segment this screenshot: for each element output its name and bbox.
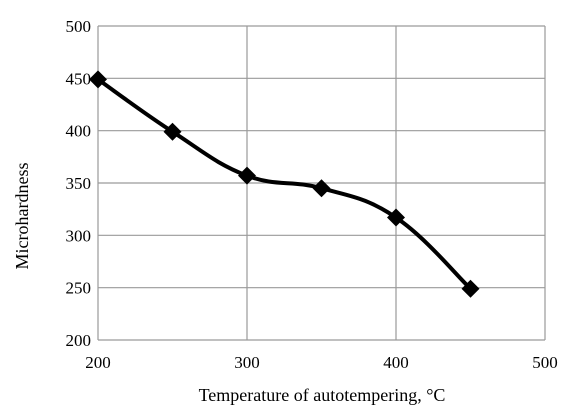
series-line (96, 77, 473, 291)
data-point-diamond (163, 122, 182, 141)
y-tick-label: 450 (66, 69, 92, 88)
series-layer (89, 70, 480, 298)
y-tick-label: 300 (66, 226, 92, 245)
x-tick-labels: 200 300 400 500 (85, 353, 558, 372)
y-tick-label: 250 (66, 279, 92, 298)
y-tick-label: 400 (66, 122, 92, 141)
data-point-diamond (89, 70, 107, 89)
y-tick-label: 500 (66, 17, 92, 36)
data-point-diamond (312, 179, 331, 198)
y-axis-title: Microhardness (12, 163, 32, 270)
y-tick-labels: 200 250 300 350 400 450 500 (66, 17, 92, 350)
data-point-diamond (461, 279, 480, 298)
x-tick-label: 300 (234, 353, 260, 372)
data-point-diamond (387, 208, 405, 227)
y-tick-label: 350 (66, 174, 92, 193)
y-tick-label: 200 (66, 331, 92, 350)
x-tick-label: 200 (85, 353, 111, 372)
x-tick-label: 400 (383, 353, 409, 372)
grid-lines (97, 25, 546, 341)
x-axis-title: Temperature of autotempering, °C (199, 385, 446, 405)
x-tick-label: 500 (532, 353, 558, 372)
data-point-diamond (238, 166, 256, 185)
